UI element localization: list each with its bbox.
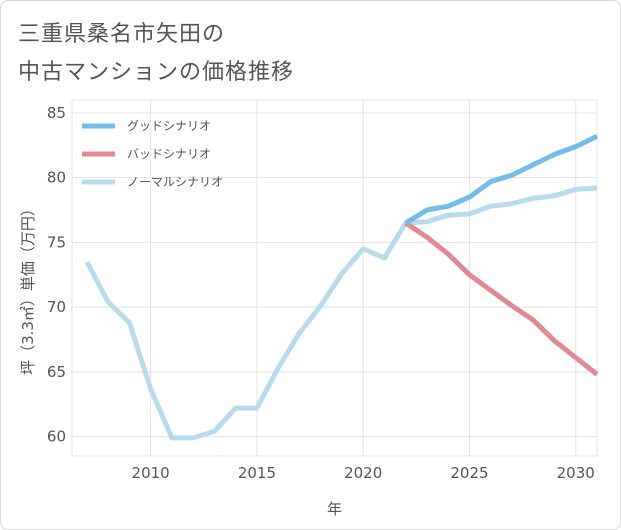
plot-area-border [71,99,598,457]
tick-labels: 2010 2015 2020 2025 2030 60 65 70 75 80 85 [47,104,595,482]
legend-label-2: バッドシナリオ [127,147,211,161]
series-line-1 [404,133,599,226]
x-tick-label: 2010 [132,464,170,482]
y-tick-label: 75 [47,233,66,251]
series-line-3 [84,185,598,441]
y-tick-label: 80 [47,169,66,187]
x-tick-label: 2030 [557,464,595,482]
legend-label-3: ノーマルシナリオ [127,175,223,189]
y-axis-label: 坪（3.3㎡）単価（万円） [19,201,37,375]
x-tick-label: 2025 [450,464,488,482]
legend-label-1: グッドシナリオ [127,119,211,133]
x-axis-label: 年 [327,500,342,518]
chart-title-line2: 中古マンションの価格推移 [18,60,295,85]
series-line-2 [404,220,599,377]
y-tick-label: 60 [47,428,66,446]
x-tick-label: 2015 [238,464,276,482]
chart-title-line1: 三重県桑名市矢田の [18,22,226,47]
x-tick-label: 2020 [344,464,382,482]
y-tick-label: 70 [47,298,66,316]
series-lines [84,133,599,441]
y-tick-label: 85 [47,104,66,122]
grid-lines [71,99,598,457]
y-tick-label: 65 [47,363,66,381]
